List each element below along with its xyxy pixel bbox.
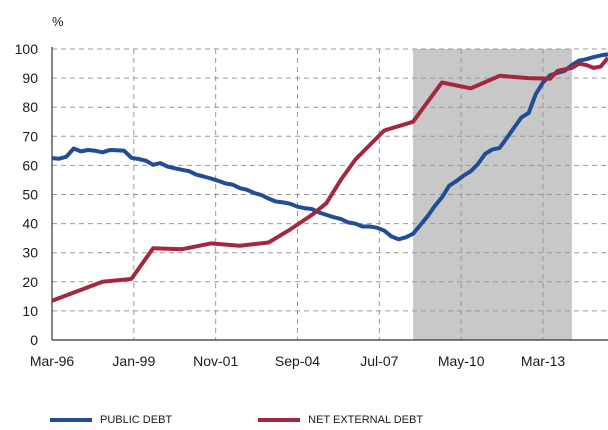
line-chart: 0 10 20 30 40 50 60 70 80 90 100 Mar-96 Jan-99 Nov-0… — [15, 14, 608, 369]
y-gridlines — [52, 48, 608, 340]
x-tick-label-5: May-10 — [438, 353, 485, 369]
y-tick-label-60: 60 — [22, 157, 38, 173]
x-tick-label-6: Mar-13 — [521, 353, 566, 369]
axes — [51, 47, 608, 341]
y-tick-label-90: 90 — [22, 70, 38, 86]
x-tick-label-1: Jan-99 — [112, 353, 155, 369]
legend-swatch-public-debt — [50, 418, 92, 422]
y-tick-label-50: 50 — [22, 187, 38, 203]
y-tick-label-10: 10 — [22, 303, 38, 319]
x-tick-label-0: Mar-96 — [30, 353, 75, 369]
legend-item-public-debt: PUBLIC DEBT — [50, 414, 172, 426]
y-tick-label-80: 80 — [22, 99, 38, 115]
y-unit-label: % — [52, 14, 64, 29]
legend: PUBLIC DEBT NET EXTERNAL DEBT — [50, 414, 509, 426]
legend-label-net-external-debt: NET EXTERNAL DEBT — [308, 414, 424, 426]
legend-label-public-debt: PUBLIC DEBT — [100, 414, 173, 426]
series-line-net-external-debt — [51, 56, 608, 303]
y-tick-label-40: 40 — [22, 216, 38, 232]
x-tick-label-3: Sep-04 — [275, 353, 320, 369]
x-tick-labels: Mar-96 Jan-99 Nov-01 Sep-04 Jul-07 May-10 Mar-… — [30, 353, 566, 369]
y-tick-label-70: 70 — [22, 128, 38, 144]
legend-item-net-external-debt: NET EXTERNAL DEBT — [258, 414, 423, 426]
y-tick-label-100: 100 — [15, 41, 39, 57]
x-tick-label-4: Jul-07 — [360, 353, 398, 369]
y-tick-labels: 0 10 20 30 40 50 60 70 80 90 100 — [15, 41, 39, 348]
y-tick-label-30: 30 — [22, 245, 38, 261]
series-line-public-debt — [51, 52, 608, 242]
series-lines — [51, 52, 608, 303]
y-tick-label-20: 20 — [22, 274, 38, 290]
x-tick-label-2: Nov-01 — [193, 353, 238, 369]
legend-swatch-net-external-debt — [258, 418, 301, 422]
y-tick-label-0: 0 — [30, 332, 38, 348]
